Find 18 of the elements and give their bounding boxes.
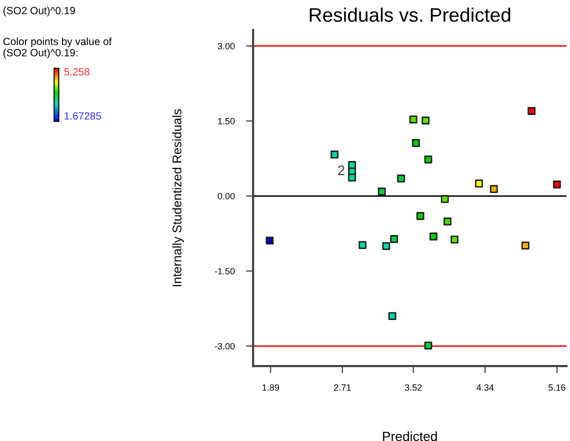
y-tick-label: 0.00 <box>218 192 235 200</box>
chart-title: Residuals vs. Predicted <box>310 8 510 22</box>
x-tick-label: 2.71 <box>334 384 351 391</box>
x-axis-title: Predicted <box>383 431 437 441</box>
text: 5.258 <box>64 68 90 76</box>
y-tick-label: 3.00 <box>218 42 235 50</box>
y-tick-label: -1.50 <box>214 268 235 274</box>
y-axis-title: Internally Studentized Residuals <box>172 109 184 286</box>
x-tick-label: 5.16 <box>548 384 566 391</box>
y-tick-label: 1.50 <box>218 118 235 124</box>
x-tick-label: 1.89 <box>262 384 279 391</box>
text: 1.67285 <box>64 112 102 120</box>
x-tick-label: 4.34 <box>476 384 494 391</box>
x-tick-label: 3.52 <box>404 384 422 391</box>
text: (SO2 Out)^0.19 <box>3 6 75 16</box>
annotation: 2 <box>338 165 344 176</box>
y-tick-label: -3.00 <box>214 342 235 350</box>
text: Color points by value of (SO2 Out)^0.19: <box>3 37 112 58</box>
